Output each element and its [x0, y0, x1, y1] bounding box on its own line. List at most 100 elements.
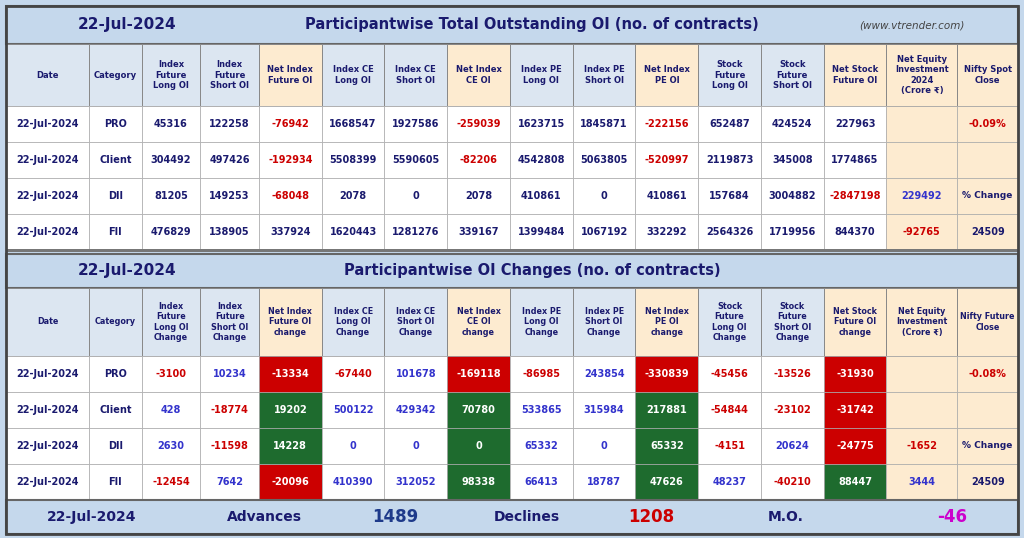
Bar [384, 178, 447, 214]
Bar [510, 106, 572, 142]
Bar [6, 254, 1018, 288]
Bar [141, 178, 201, 214]
Text: Stock
Future
Short OI: Stock Future Short OI [773, 60, 812, 90]
Bar [89, 106, 141, 142]
Bar [698, 464, 761, 500]
Bar [259, 214, 322, 250]
Bar [89, 214, 141, 250]
Text: -169118: -169118 [457, 369, 501, 379]
Text: 227963: 227963 [835, 119, 876, 129]
Text: 1620443: 1620443 [330, 227, 377, 237]
Text: 2119873: 2119873 [706, 155, 754, 165]
Text: FII: FII [109, 227, 122, 237]
Text: Client: Client [99, 155, 131, 165]
Bar [447, 106, 510, 142]
Text: 2564326: 2564326 [706, 227, 754, 237]
Text: Index PE
Short OI
Change: Index PE Short OI Change [585, 307, 624, 337]
Text: Net Index
Future OI
change: Net Index Future OI change [268, 307, 312, 337]
Bar [636, 428, 698, 464]
Text: 101678: 101678 [395, 369, 436, 379]
Text: -13526: -13526 [773, 369, 811, 379]
Text: Date: Date [37, 317, 58, 327]
Bar [572, 106, 636, 142]
Text: Client: Client [99, 405, 131, 415]
Bar [823, 106, 887, 142]
Bar [141, 464, 201, 500]
Bar [201, 356, 259, 392]
Bar [510, 428, 572, 464]
Bar [6, 356, 89, 392]
Bar [384, 464, 447, 500]
Bar [636, 464, 698, 500]
Bar [636, 356, 698, 392]
Bar [761, 288, 823, 356]
Bar [698, 288, 761, 356]
Bar [636, 392, 698, 428]
Bar [510, 178, 572, 214]
Bar [761, 428, 823, 464]
Bar [141, 106, 201, 142]
Bar [636, 178, 698, 214]
Text: Index PE
Short OI: Index PE Short OI [584, 65, 625, 84]
Text: 476829: 476829 [151, 227, 191, 237]
Bar [761, 44, 823, 106]
Text: Index
Future
Short OI: Index Future Short OI [210, 60, 249, 90]
Bar [761, 106, 823, 142]
Bar [823, 464, 887, 500]
Bar [698, 392, 761, 428]
Text: 500122: 500122 [333, 405, 374, 415]
Text: 229492: 229492 [901, 191, 942, 201]
Bar [447, 44, 510, 106]
Bar [447, 288, 510, 356]
Text: 22-Jul-2024: 22-Jul-2024 [16, 441, 79, 451]
Bar [322, 178, 384, 214]
Text: 1845871: 1845871 [581, 119, 628, 129]
Text: Index PE
Long OI
Change: Index PE Long OI Change [522, 307, 561, 337]
Text: -11598: -11598 [211, 441, 249, 451]
Text: 1067192: 1067192 [581, 227, 628, 237]
Bar [823, 428, 887, 464]
Bar [887, 288, 957, 356]
Text: 2078: 2078 [340, 191, 367, 201]
Bar [141, 142, 201, 178]
Text: Net Index
CE OI
change: Net Index CE OI change [457, 307, 501, 337]
Bar [698, 178, 761, 214]
Text: 844370: 844370 [835, 227, 876, 237]
Text: 47626: 47626 [650, 477, 684, 487]
Bar [89, 288, 141, 356]
Text: -92765: -92765 [903, 227, 941, 237]
Text: 157684: 157684 [710, 191, 750, 201]
Bar [887, 142, 957, 178]
Bar [322, 464, 384, 500]
Text: -330839: -330839 [644, 369, 689, 379]
Text: 20624: 20624 [775, 441, 809, 451]
Text: Index
Future
Long OI: Index Future Long OI [153, 60, 188, 90]
Bar [447, 142, 510, 178]
Bar [6, 142, 89, 178]
Bar [447, 464, 510, 500]
Bar [572, 142, 636, 178]
Bar [89, 392, 141, 428]
Bar [259, 428, 322, 464]
Text: 22-Jul-2024: 22-Jul-2024 [16, 477, 79, 487]
Text: -40210: -40210 [773, 477, 811, 487]
Text: Advances: Advances [226, 510, 301, 524]
Bar [572, 288, 636, 356]
Text: 429342: 429342 [395, 405, 436, 415]
Bar [384, 106, 447, 142]
Bar [89, 428, 141, 464]
Bar [322, 288, 384, 356]
Bar [761, 464, 823, 500]
Text: -259039: -259039 [457, 119, 501, 129]
Text: Index
Future
Short OI
Change: Index Future Short OI Change [211, 302, 249, 342]
Bar [447, 178, 510, 214]
Text: % Change: % Change [963, 442, 1013, 450]
Text: Date: Date [36, 70, 58, 80]
Bar [636, 106, 698, 142]
Text: 410861: 410861 [521, 191, 561, 201]
Text: 410390: 410390 [333, 477, 374, 487]
Text: 22-Jul-2024: 22-Jul-2024 [16, 227, 79, 237]
Text: Index
Future
Long OI
Change: Index Future Long OI Change [154, 302, 188, 342]
Text: PRO: PRO [103, 119, 127, 129]
Text: 1719956: 1719956 [769, 227, 816, 237]
